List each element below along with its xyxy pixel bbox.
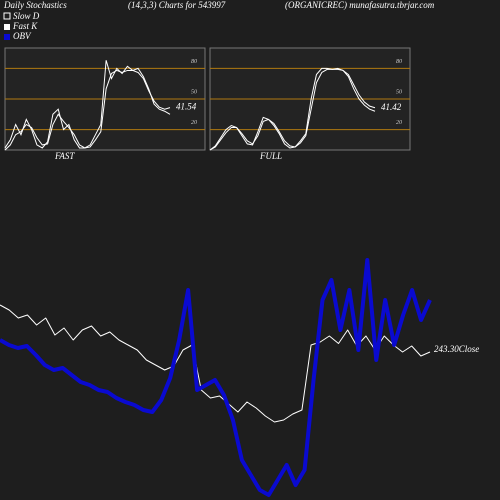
y-tick-label: 50 (191, 89, 197, 95)
panel-title: FAST (54, 151, 75, 161)
stoch-line (4, 60, 171, 149)
legend-entry: Fast K (12, 21, 38, 31)
value-label: 41.54 (176, 102, 197, 112)
close-label: 243.30Close (434, 344, 479, 354)
price-line (0, 304, 431, 423)
obv-line (0, 258, 432, 497)
value-label: 41.42 (381, 102, 402, 112)
panel-title: FULL (259, 151, 282, 161)
page-source: (ORGANICREC) munafasutra.tbrjar.com (285, 0, 435, 10)
legend-entry: Slow D (13, 11, 40, 21)
legend-marker (4, 24, 10, 30)
y-tick-label: 20 (396, 120, 402, 126)
y-tick-label: 80 (396, 59, 402, 65)
legend-marker (4, 34, 10, 40)
y-tick-label: 20 (191, 120, 197, 126)
page-title: Daily Stochastics (3, 0, 67, 10)
y-tick-label: 50 (396, 89, 402, 95)
stoch-line (4, 69, 171, 151)
legend-entry: OBV (13, 31, 32, 41)
page-subtitle: (14,3,3) Charts for 543997 (128, 0, 226, 10)
stoch-line (209, 67, 376, 151)
y-tick-label: 80 (191, 59, 197, 65)
legend-marker (3, 12, 11, 20)
